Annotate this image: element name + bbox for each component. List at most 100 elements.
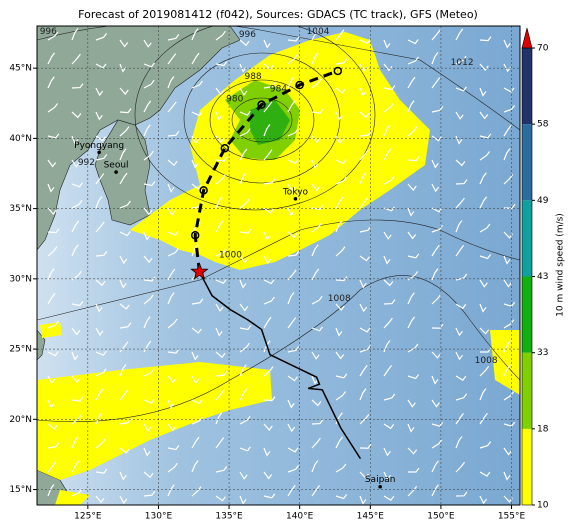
barb: [287, 231, 298, 239]
barb: [239, 63, 247, 73]
barb: [119, 255, 128, 265]
barb: [311, 52, 319, 65]
forecast-position: [333, 66, 343, 76]
wind-18-33: [225, 80, 300, 160]
barb: [383, 206, 395, 212]
barb: [287, 447, 299, 453]
barb: [287, 375, 298, 382]
barb: [119, 200, 131, 209]
barb: [503, 447, 513, 456]
barb: [71, 28, 79, 41]
barb: [191, 183, 202, 190]
barb: [407, 374, 420, 380]
barb: [431, 460, 439, 473]
barb: [215, 111, 223, 121]
barb: [71, 270, 82, 281]
barb: [95, 135, 106, 142]
barb: [263, 149, 273, 161]
barb: [455, 273, 468, 281]
barb: [479, 223, 491, 233]
barb: [335, 436, 344, 449]
barb: [47, 133, 60, 139]
barb: [383, 231, 392, 240]
barb: [359, 87, 367, 97]
barb: [191, 436, 200, 449]
barb: [119, 447, 130, 454]
colorbar: 10 18 33 43 49 58 70: [521, 27, 549, 511]
barb: [239, 342, 250, 353]
barb: [47, 76, 55, 89]
barb: [287, 207, 295, 217]
x-tick-label: 145°E: [357, 512, 385, 522]
barb: [119, 108, 132, 114]
barb: [71, 53, 81, 65]
barb: [119, 471, 127, 481]
barb: [431, 399, 440, 408]
colorbar-segment: [522, 124, 532, 201]
barb: [407, 253, 420, 259]
barb: [407, 76, 416, 89]
barb: [359, 279, 367, 289]
barb: [143, 39, 152, 48]
barb: [431, 351, 441, 359]
barb: [383, 365, 393, 377]
barb: [167, 462, 178, 473]
barb: [47, 461, 57, 473]
barb: [71, 436, 79, 449]
barb: [479, 412, 488, 425]
barb: [95, 388, 104, 401]
barb: [263, 82, 276, 89]
barb: [407, 100, 415, 113]
barb: [311, 419, 324, 425]
barb: [407, 271, 419, 281]
barb: [263, 101, 273, 113]
barb: [239, 148, 248, 161]
barb: [479, 172, 487, 185]
axis-labels: 125°E 130°E 135°E 140°E 145°E 150°E 155°E 15°N 2…: [9, 64, 525, 522]
barb: [335, 463, 347, 473]
barb: [455, 491, 468, 497]
barb: [191, 111, 203, 117]
place-label: Saipan: [365, 475, 396, 485]
barb: [47, 52, 56, 65]
colorbar-segment: [522, 276, 532, 353]
barb: [215, 196, 223, 209]
barb: [263, 124, 271, 137]
barb: [503, 255, 511, 265]
barb: [407, 56, 419, 65]
barb: [383, 63, 393, 72]
barb: [71, 182, 83, 188]
colorbar-label: 10 m wind speed (m/s): [556, 213, 566, 317]
barb: [143, 79, 155, 89]
barb: [71, 199, 83, 209]
barb: [383, 447, 391, 457]
isobars: [37, 26, 520, 422]
barb: [503, 39, 511, 49]
barb: [503, 319, 515, 329]
barb: [191, 327, 202, 334]
barb: [503, 340, 511, 353]
barb: [119, 126, 130, 137]
barb: [455, 351, 463, 361]
barb: [71, 488, 83, 497]
barb: [503, 203, 516, 209]
barb: [431, 439, 443, 449]
barb: [287, 100, 296, 113]
barb: [143, 490, 156, 497]
barb: [407, 156, 420, 162]
barb: [335, 176, 347, 185]
barb: [143, 255, 153, 264]
barb: [383, 175, 395, 185]
barb: [95, 33, 108, 41]
barb: [71, 460, 80, 473]
isobar-label: 980: [226, 95, 243, 105]
barb: [431, 224, 444, 233]
barb: [431, 183, 440, 193]
barb: [119, 231, 131, 237]
barb: [287, 464, 300, 473]
isobar-label: 1008: [328, 294, 351, 304]
barb: [47, 423, 58, 430]
y-tick-label: 30°N: [9, 274, 32, 284]
barb: [167, 101, 177, 113]
y-tick-label: 40°N: [9, 134, 32, 144]
